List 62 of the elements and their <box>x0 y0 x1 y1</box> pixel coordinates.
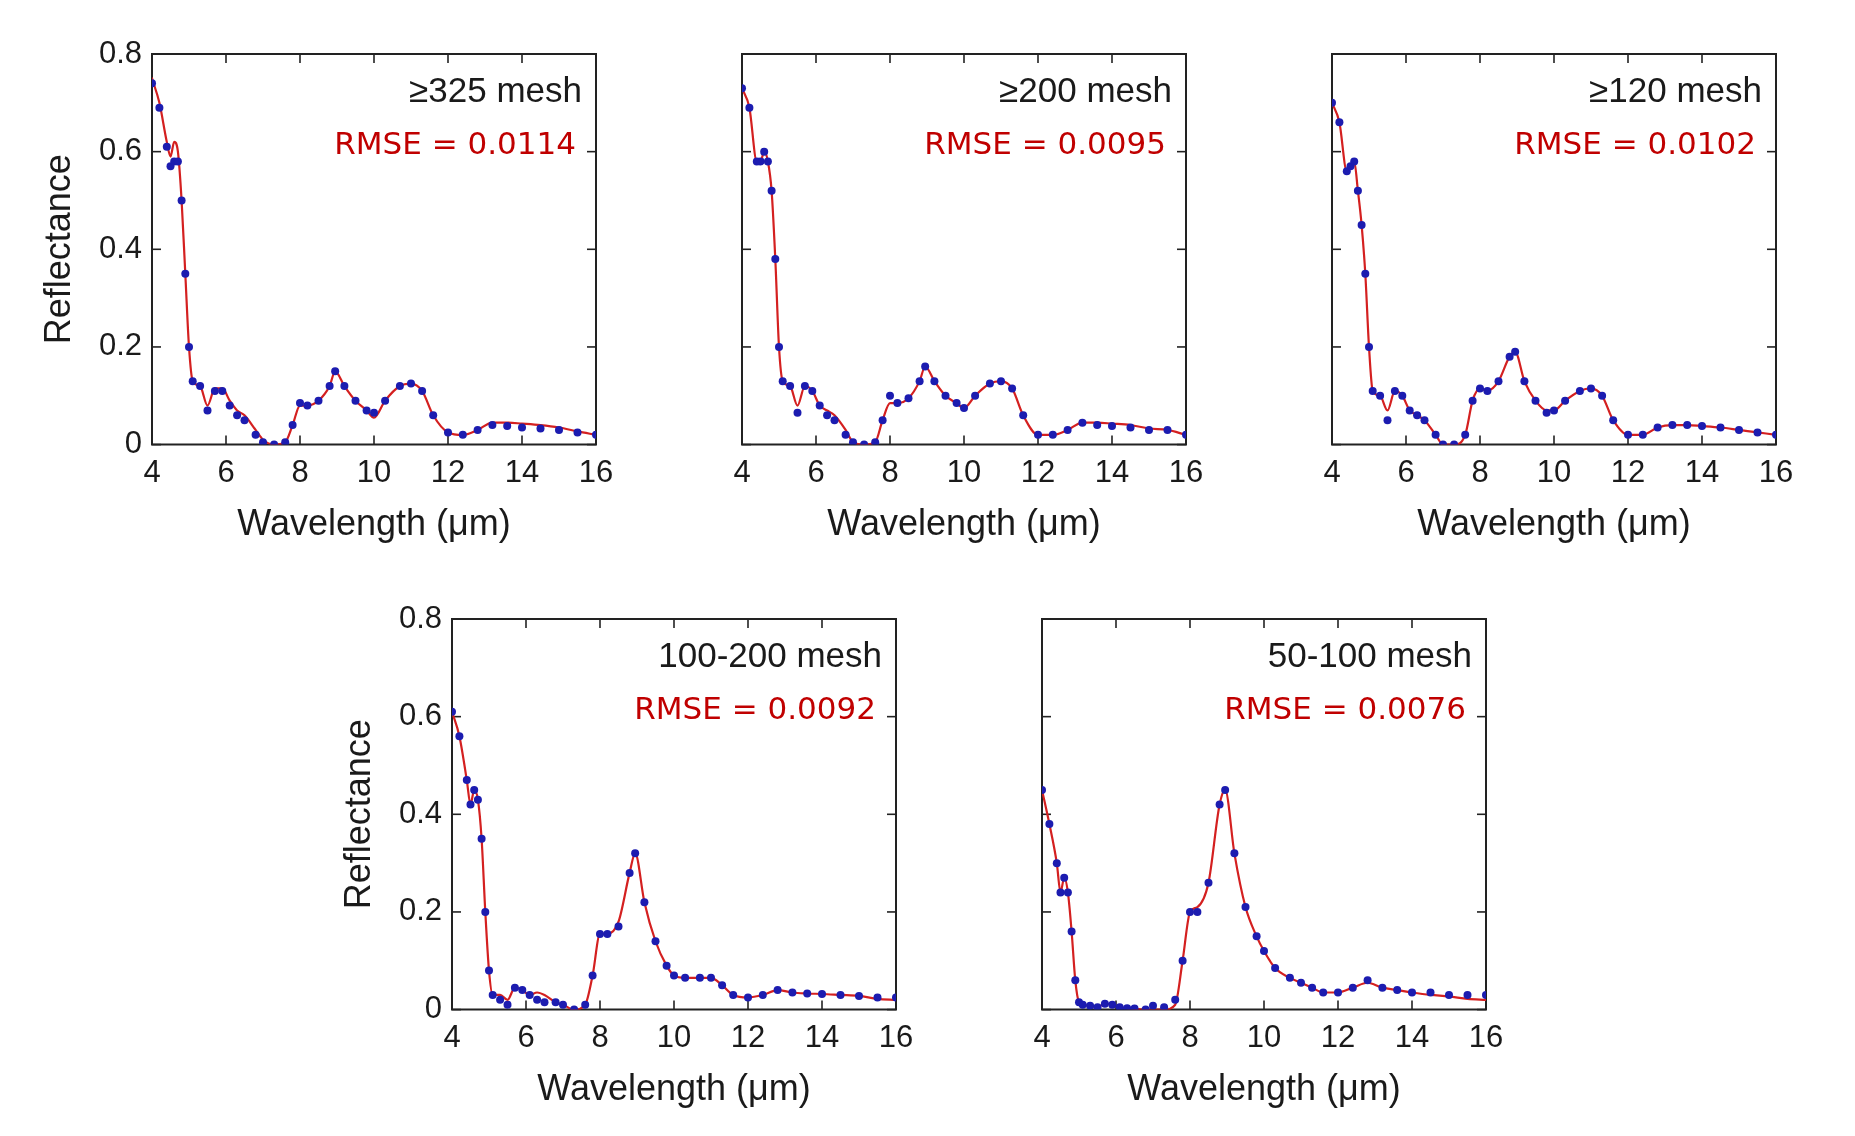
x-tick-label: 6 <box>1107 1018 1125 1054</box>
y-tick-label: 0.4 <box>398 794 442 830</box>
x-tick-label: 16 <box>878 1018 914 1054</box>
annotation: RMSE = 0.0076 <box>1224 690 1466 726</box>
y-tick-label: 0.4 <box>98 229 142 265</box>
y-tick-label: 0.2 <box>98 327 142 363</box>
x-tick-label: 16 <box>1758 453 1794 489</box>
x-tick-label: 4 <box>143 453 161 489</box>
text: ≥325 mesh <box>409 70 582 109</box>
y-tick-label: 0.8 <box>398 599 442 635</box>
x-tick-label: 16 <box>578 453 614 489</box>
x-tick-label: 8 <box>881 453 899 489</box>
y-tick-label: 0.8 <box>98 34 142 70</box>
y-tick-label: 0 <box>124 425 142 461</box>
annotation: RMSE = 0.0092 <box>634 690 876 726</box>
x-tick-label: 12 <box>1320 1018 1356 1054</box>
x-tick-label: 10 <box>946 453 982 489</box>
x-axis-title: Wavelength (μm) <box>237 502 511 544</box>
x-axis-title: Wavelength (μm) <box>1127 1067 1401 1109</box>
y-tick-label: 0.2 <box>398 892 442 928</box>
x-tick-label: 8 <box>1471 453 1489 489</box>
x-tick-label: 12 <box>1020 453 1056 489</box>
x-tick-label: 14 <box>504 453 540 489</box>
annotation: RMSE = 0.0114 <box>334 125 576 161</box>
x-axis-title: Wavelength (μm) <box>537 1067 811 1109</box>
x-tick-label: 10 <box>1246 1018 1282 1054</box>
x-tick-label: 14 <box>1094 453 1130 489</box>
x-tick-label: 14 <box>1684 453 1720 489</box>
text: 100-200 mesh <box>658 635 882 674</box>
x-tick-label: 4 <box>1323 453 1341 489</box>
annotation: RMSE = 0.0095 <box>924 125 1166 161</box>
text: ≥120 mesh <box>1589 70 1762 109</box>
x-tick-label: 12 <box>730 1018 766 1054</box>
annotation: RMSE = 0.0102 <box>1514 125 1756 161</box>
x-tick-label: 6 <box>517 1018 535 1054</box>
y-axis-title: Reflectance <box>336 719 378 910</box>
text: ≥200 mesh <box>999 70 1172 109</box>
x-tick-label: 6 <box>217 453 235 489</box>
x-tick-label: 16 <box>1468 1018 1504 1054</box>
x-tick-label: 10 <box>656 1018 692 1054</box>
x-tick-label: 4 <box>733 453 751 489</box>
x-tick-label: 10 <box>356 453 392 489</box>
x-tick-label: 6 <box>1397 453 1415 489</box>
y-tick-label: 0.6 <box>98 132 142 168</box>
y-tick-label: 0.6 <box>398 697 442 733</box>
x-tick-label: 4 <box>1033 1018 1051 1054</box>
x-tick-label: 6 <box>807 453 825 489</box>
x-tick-label: 8 <box>591 1018 609 1054</box>
x-tick-label: 8 <box>1181 1018 1199 1054</box>
text: 50-100 mesh <box>1267 635 1472 674</box>
x-tick-label: 10 <box>1536 453 1572 489</box>
x-tick-label: 14 <box>804 1018 840 1054</box>
x-tick-label: 14 <box>1394 1018 1430 1054</box>
x-tick-label: 4 <box>443 1018 461 1054</box>
x-axis-title: Wavelength (μm) <box>1417 502 1691 544</box>
x-tick-label: 16 <box>1168 453 1204 489</box>
y-tick-label: 0 <box>424 990 442 1026</box>
x-axis-title: Wavelength (μm) <box>827 502 1101 544</box>
y-axis-title: Reflectance <box>36 154 78 345</box>
x-tick-label: 12 <box>430 453 466 489</box>
x-tick-label: 12 <box>1610 453 1646 489</box>
x-tick-label: 8 <box>291 453 309 489</box>
